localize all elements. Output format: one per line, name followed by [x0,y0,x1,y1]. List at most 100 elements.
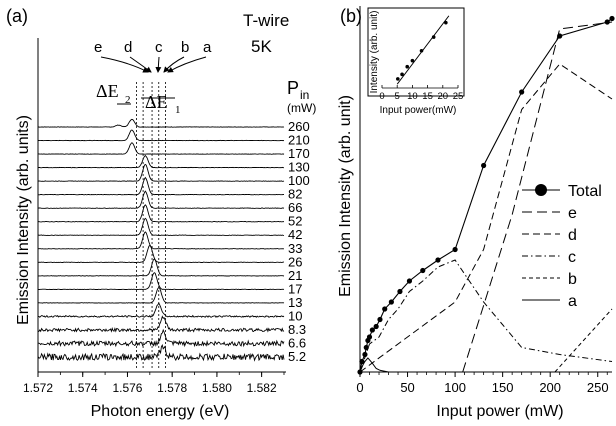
legend-label: Total [568,183,602,200]
inset-xlabel: Input power(mW) [380,105,457,116]
power-label: 6.6 [288,335,306,350]
inset-data-point [410,58,415,63]
power-label: 13 [288,295,302,310]
sample-label: T-wire [243,11,289,30]
spectrum-trace [37,217,285,236]
power-label: 130 [288,160,310,175]
series-line-c [359,259,613,373]
series-point-total [406,278,413,284]
power-label: 5.2 [288,349,306,364]
spectrum-trace [37,129,285,142]
inset-data-point [400,72,404,77]
delta-e2-sub: 2 [125,94,131,106]
peak-label-e: e [94,39,102,56]
peak-labels: e d c b a [94,39,212,56]
series-point-total [377,316,383,323]
power-header-p: P [287,78,299,98]
panel-a-xtick-label: 1.572 [23,381,53,395]
panel-a: (a) T-wire 5K Emission Intensity (arb. u… [6,6,316,420]
power-label: 100 [288,173,310,188]
series-line-a [359,357,389,373]
delta-e2-main: ΔE [96,81,119,101]
power-label: 42 [288,227,302,242]
inset-data-point [405,64,410,69]
legend-label: d [568,227,577,244]
panel-b-ylabel: Emission Intensity (arb. unit) [337,95,354,297]
panel-b-xlabel: Input power (mW) [436,403,563,420]
series-point-total [481,162,487,169]
series-point-total [362,351,368,358]
series-point-total [382,306,388,312]
panel-a-xlabel: Photon energy (eV) [91,403,230,420]
panel-a-xtick-label: 1.574 [68,381,98,395]
inset-data-point [419,48,424,53]
panel-a-xtick-label: 1.576 [112,381,142,395]
series-point-total [604,19,610,25]
spectrum-trace [37,328,285,348]
inset-ylabel: Intensity (arb. unit) [369,11,380,94]
panel-b: (b) Emission Intensity (arb. unit) Input… [337,6,615,420]
inset-xtick-label: 5 [395,91,400,102]
spectrum-trace [37,154,284,169]
inset-data-point [431,35,436,39]
spectrum-trace [37,258,285,277]
inset-frame [367,7,465,97]
series-line-e [462,21,613,373]
power-label: 17 [288,281,302,296]
legend-label: c [568,249,576,266]
panel-a-label: (a) [6,6,28,26]
panel-b-xtick-label: 150 [492,380,514,395]
panel-b-xtick-label: 100 [444,380,466,395]
series-point-total [420,267,426,274]
panel-b-xtick-label: 50 [400,380,414,395]
panel-a-xtick-label: 1.580 [202,381,232,395]
panel-a-ylabel: Emission Intensity (arb. units) [15,115,32,325]
spectrum-trace [38,244,284,263]
series-point-total [366,334,373,340]
spectrum-trace [37,315,285,333]
series-line-b [554,308,613,373]
inset-data-point [444,20,448,25]
power-label: 260 [288,119,310,134]
spectrum-trace [38,287,285,304]
peak-arrow-d [129,56,152,73]
power-label: 26 [288,254,302,269]
panel-a-xtick-label: 1.582 [247,381,277,395]
peak-arrow-e [100,56,149,73]
inset-xtick-label: 10 [407,91,418,102]
peak-label-a: a [203,39,212,56]
power-header-sub: in [300,88,309,102]
peak-label-b: b [181,39,189,56]
legend-marker [535,184,547,196]
power-label: 66 [288,200,302,215]
delta-e1: ΔE 1 [141,92,181,116]
spectrum-trace [38,142,285,155]
spectrum-trace [37,231,284,250]
series-point-total [609,15,615,22]
temperature-label: 5K [251,37,272,56]
series-point-total [397,288,403,295]
spectrum-trace [37,190,285,209]
power-label: 210 [288,133,310,148]
spectrum-trace [38,118,285,128]
inset-xtick-label: 20 [438,91,449,102]
power-label: 170 [288,146,310,161]
series-point-total [519,89,525,95]
inset-data-point [396,77,400,81]
series-point-total [435,257,441,263]
delta-e1-main: ΔE [145,92,168,112]
power-label: 8.3 [288,322,306,337]
peak-arrows [100,56,207,73]
inset-xtick-label: 0 [379,91,384,102]
spectrum-trace [37,163,285,182]
legend-label: e [568,205,577,222]
power-label: 82 [288,187,302,202]
inset-xtick-label: 25 [453,91,464,102]
power-label: 10 [288,308,302,323]
series-point-total [373,323,379,330]
panel-b-label: (b) [340,6,362,26]
spectrum-trace [37,272,285,291]
